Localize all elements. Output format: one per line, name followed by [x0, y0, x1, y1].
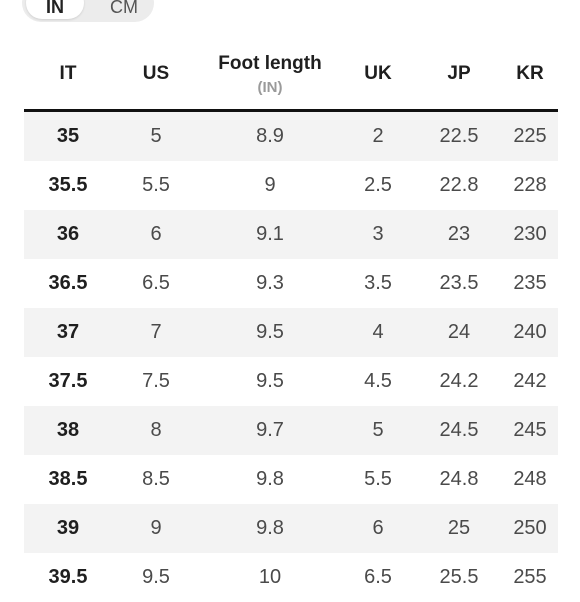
cell-uk: 4.5	[364, 370, 392, 392]
cell-us: 6	[150, 223, 162, 245]
cell-uk: 5.5	[364, 468, 392, 490]
cell-uk: 6	[372, 517, 384, 539]
cell-it: 39	[56, 517, 80, 539]
cell-kr: 242	[513, 370, 547, 392]
cell-foot-length: 10	[258, 566, 282, 588]
cell-us: 5	[150, 125, 162, 147]
cell-jp: 23.5	[439, 272, 479, 294]
cell-jp: 24	[447, 321, 471, 343]
unit-option-in[interactable]: IN	[26, 0, 84, 19]
cell-jp: 25.5	[439, 566, 479, 588]
cell-kr: 250	[513, 517, 547, 539]
cell-kr: 245	[513, 419, 547, 441]
cell-kr: 228	[513, 174, 547, 196]
header-it-label: IT	[59, 63, 77, 84]
cell-us: 6.5	[142, 272, 170, 294]
cell-it: 39.5	[48, 566, 88, 588]
header-foot-length-unit: (IN)	[257, 78, 283, 96]
header-divider	[24, 109, 558, 112]
cell-uk: 2	[372, 125, 384, 147]
header-kr: KR	[502, 40, 558, 108]
cell-uk: 4	[372, 321, 384, 343]
cell-kr: 255	[513, 566, 547, 588]
cell-it: 37	[56, 321, 80, 343]
cell-jp: 24.5	[439, 419, 479, 441]
table-row: 39 9 9.8 6 25 250	[24, 504, 558, 553]
unit-option-cm[interactable]: CM	[110, 0, 138, 17]
cell-us: 9	[150, 517, 162, 539]
cell-us: 7.5	[142, 370, 170, 392]
cell-it: 37.5	[48, 370, 88, 392]
cell-foot-length: 9.5	[256, 370, 284, 392]
cell-jp: 22.5	[439, 125, 479, 147]
cell-uk: 6.5	[364, 566, 392, 588]
cell-uk: 3.5	[364, 272, 392, 294]
table-row: 39.5 9.5 10 6.5 25.5 255	[24, 553, 558, 602]
cell-foot-length: 9.8	[256, 468, 284, 490]
cell-foot-length: 8.9	[256, 125, 284, 147]
cell-kr: 225	[513, 125, 547, 147]
table-header: IT US Foot length (IN) UK JP KR	[24, 40, 558, 108]
cell-us: 5.5	[142, 174, 170, 196]
header-us-label: US	[142, 63, 170, 84]
header-jp-label: JP	[447, 63, 471, 84]
cell-jp: 22.8	[439, 174, 479, 196]
cell-foot-length: 9.3	[256, 272, 284, 294]
cell-it: 35.5	[48, 174, 88, 196]
cell-kr: 235	[513, 272, 547, 294]
cell-it: 38	[56, 419, 80, 441]
cell-uk: 3	[372, 223, 384, 245]
cell-jp: 23	[447, 223, 471, 245]
cell-foot-length: 9.1	[256, 223, 284, 245]
table-row: 36 6 9.1 3 23 230	[24, 210, 558, 259]
cell-uk: 5	[372, 419, 384, 441]
cell-kr: 248	[513, 468, 547, 490]
cell-it: 36	[56, 223, 80, 245]
header-us: US	[112, 40, 200, 108]
cell-it: 36.5	[48, 272, 88, 294]
table-row: 38 8 9.7 5 24.5 245	[24, 406, 558, 455]
cell-foot-length: 9.7	[256, 419, 284, 441]
cell-kr: 240	[513, 321, 547, 343]
cell-uk: 2.5	[364, 174, 392, 196]
cell-us: 7	[150, 321, 162, 343]
header-foot-length-label: Foot length	[218, 52, 322, 74]
cell-foot-length: 9.8	[256, 517, 284, 539]
header-jp: JP	[416, 40, 502, 108]
cell-it: 38.5	[48, 468, 88, 490]
header-foot-length: Foot length (IN)	[200, 40, 340, 108]
header-kr-label: KR	[516, 63, 544, 84]
table-body: 35 5 8.9 2 22.5 225 35.5 5.5 9 2.5 22.8 …	[24, 112, 558, 602]
cell-jp: 24.8	[439, 468, 479, 490]
unit-toggle[interactable]: IN CM	[22, 0, 154, 22]
cell-us: 9.5	[142, 566, 170, 588]
table-row: 36.5 6.5 9.3 3.5 23.5 235	[24, 259, 558, 308]
table-row: 38.5 8.5 9.8 5.5 24.8 248	[24, 455, 558, 504]
table-row: 37.5 7.5 9.5 4.5 24.2 242	[24, 357, 558, 406]
cell-us: 8.5	[142, 468, 170, 490]
cell-jp: 24.2	[439, 370, 479, 392]
header-it: IT	[24, 40, 112, 108]
cell-us: 8	[150, 419, 162, 441]
table-row: 35.5 5.5 9 2.5 22.8 228	[24, 161, 558, 210]
table-row: 37 7 9.5 4 24 240	[24, 308, 558, 357]
header-uk-label: UK	[364, 63, 392, 84]
cell-kr: 230	[513, 223, 547, 245]
cell-jp: 25	[447, 517, 471, 539]
cell-foot-length: 9.5	[256, 321, 284, 343]
size-chart-table: IT US Foot length (IN) UK JP KR	[24, 40, 558, 108]
cell-foot-length: 9	[264, 174, 276, 196]
header-uk: UK	[340, 40, 416, 108]
table-row: 35 5 8.9 2 22.5 225	[24, 112, 558, 161]
cell-it: 35	[56, 125, 80, 147]
